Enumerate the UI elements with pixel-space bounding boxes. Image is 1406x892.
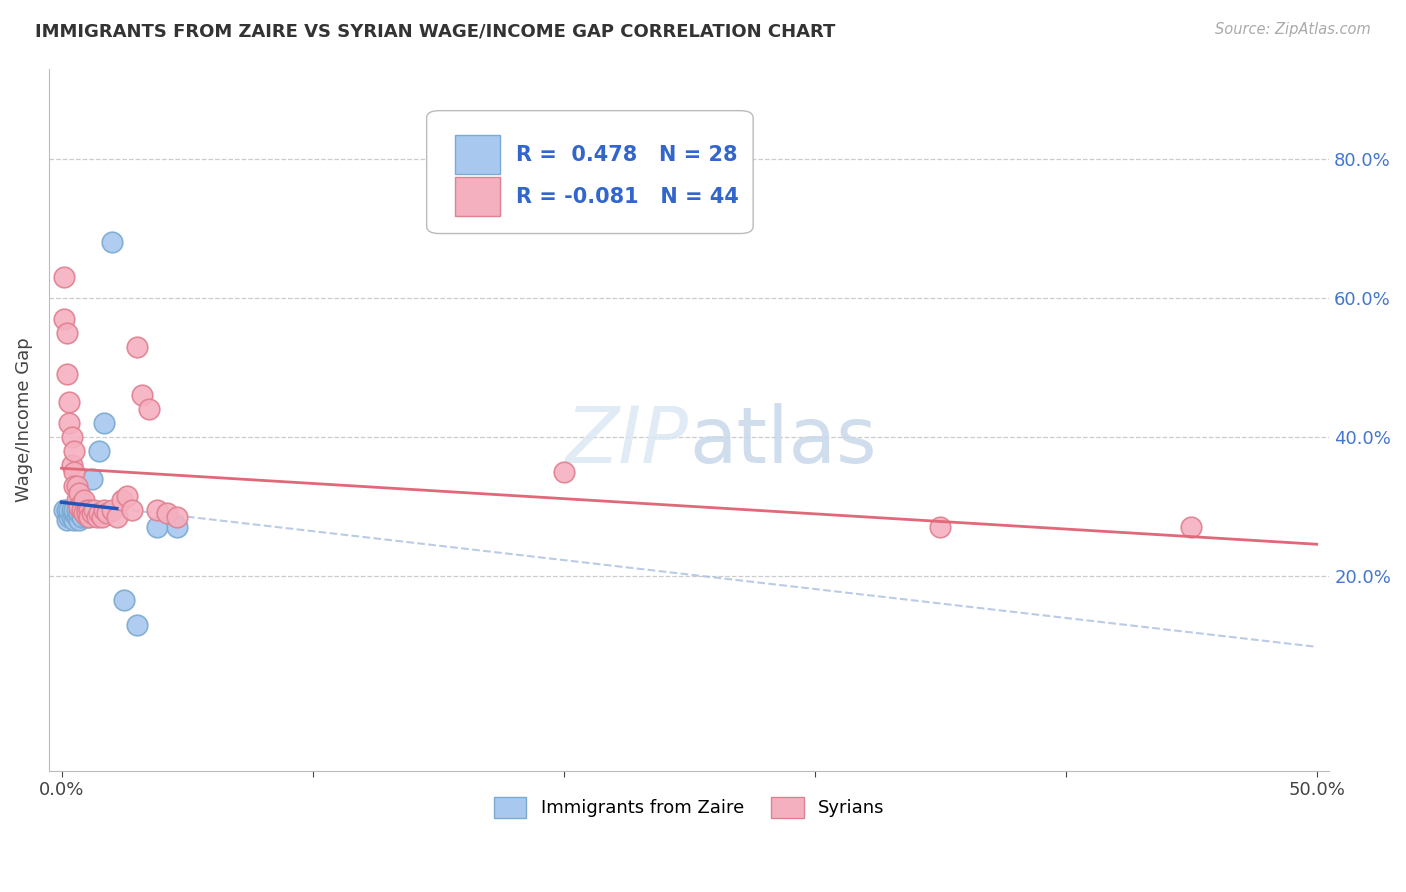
Point — [73, 492, 96, 507]
Point — [60, 430, 83, 444]
Point — [77, 503, 100, 517]
Point — [93, 416, 115, 430]
Point — [93, 503, 115, 517]
Point — [105, 510, 128, 524]
Point — [96, 507, 118, 521]
Point — [55, 368, 77, 382]
Text: R = -0.081   N = 44: R = -0.081 N = 44 — [516, 186, 740, 207]
Point — [156, 507, 179, 521]
Point — [65, 478, 87, 492]
Point — [89, 443, 111, 458]
Point — [76, 503, 98, 517]
Bar — [454, 178, 499, 216]
Point — [100, 235, 122, 250]
Point — [58, 416, 80, 430]
Point — [53, 503, 76, 517]
Point — [63, 465, 86, 479]
Bar — [454, 136, 499, 174]
Point — [146, 503, 169, 517]
Point — [86, 510, 108, 524]
Y-axis label: Wage/Income Gap: Wage/Income Gap — [15, 337, 32, 502]
Point — [53, 270, 76, 285]
Text: Source: ZipAtlas.com: Source: ZipAtlas.com — [1215, 22, 1371, 37]
Point — [55, 503, 77, 517]
Point — [58, 510, 80, 524]
Point — [73, 507, 96, 521]
Point — [83, 503, 105, 517]
Point — [90, 510, 112, 524]
Point — [138, 402, 160, 417]
Point — [76, 507, 98, 521]
Point — [63, 443, 86, 458]
Point — [67, 513, 90, 527]
Point — [115, 489, 138, 503]
Text: atlas: atlas — [689, 402, 876, 479]
Point — [80, 472, 103, 486]
Point — [131, 388, 153, 402]
Text: ZIP: ZIP — [567, 402, 689, 479]
Point — [60, 503, 83, 517]
Point — [65, 492, 87, 507]
Point — [58, 395, 80, 409]
Point — [166, 510, 188, 524]
Point — [125, 340, 148, 354]
Point — [67, 500, 90, 514]
Point — [63, 478, 86, 492]
Point — [63, 507, 86, 521]
Text: R =  0.478   N = 28: R = 0.478 N = 28 — [516, 145, 738, 164]
Point — [76, 510, 98, 524]
Point — [67, 485, 90, 500]
Point — [53, 311, 76, 326]
Point — [63, 503, 86, 517]
Point — [55, 513, 77, 527]
Point — [70, 503, 93, 517]
Point — [77, 507, 100, 521]
Point — [146, 520, 169, 534]
Point — [125, 617, 148, 632]
Point — [60, 510, 83, 524]
Point — [166, 520, 188, 534]
FancyBboxPatch shape — [426, 111, 754, 234]
Point — [100, 503, 122, 517]
Point — [77, 510, 100, 524]
Point — [1180, 520, 1202, 534]
Point — [73, 507, 96, 521]
Point — [70, 503, 93, 517]
Point — [55, 326, 77, 340]
Point — [67, 507, 90, 521]
Point — [70, 510, 93, 524]
Legend: Immigrants from Zaire, Syrians: Immigrants from Zaire, Syrians — [486, 789, 891, 825]
Point — [65, 510, 87, 524]
Point — [63, 513, 86, 527]
Point — [553, 465, 575, 479]
Point — [929, 520, 952, 534]
Point — [89, 507, 111, 521]
Point — [121, 503, 143, 517]
Text: IMMIGRANTS FROM ZAIRE VS SYRIAN WAGE/INCOME GAP CORRELATION CHART: IMMIGRANTS FROM ZAIRE VS SYRIAN WAGE/INC… — [35, 22, 835, 40]
Point — [70, 496, 93, 510]
Point — [112, 593, 135, 607]
Point — [58, 503, 80, 517]
Point — [60, 458, 83, 472]
Point — [65, 503, 87, 517]
Point — [76, 503, 98, 517]
Point — [111, 492, 134, 507]
Point — [80, 507, 103, 521]
